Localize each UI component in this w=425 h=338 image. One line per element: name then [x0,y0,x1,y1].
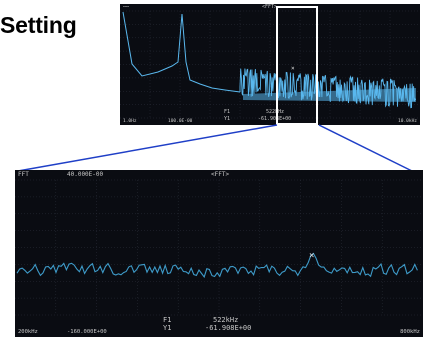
zoom-connector-left [17,124,278,172]
overview-marker-x-icon: × [291,65,295,72]
overview-marker-f-label: F1 [224,109,231,115]
fft-zoom-screen: × FFT 40.000E-00 <FFT> 200kHz -160.000E+… [15,170,423,337]
zoom-marker-y-value: -61.908E+00 [205,324,252,332]
zoom-footer-left: 200kHz [18,328,38,335]
zoom-marker-x-icon: × [309,251,314,261]
zoom-header-ref: 40.000E-00 [67,171,104,178]
overview-trace-low [122,11,241,93]
fft-overview-plot: × [120,10,420,119]
overview-footer-mid: 100.0E-00 [168,118,193,124]
zoom-connector-right [318,124,413,172]
overview-header-mode: <FFT> [262,4,278,10]
overview-marker-y-value: -61.908E+00 [258,116,292,122]
zoom-footer-right: 800kHz [400,328,420,335]
fft-zoom-plot: × [15,179,423,316]
zoom-grid [15,179,423,316]
page-title: Setting [0,12,77,38]
zoom-header-mode: <FFT> [211,171,230,178]
zoom-header-left: FFT [18,171,29,178]
fft-overview-screen: × ⋯⋯ <FFT> 1.0Hz 100.0E-00 10.0kHz F1 Y1… [120,4,420,125]
zoom-marker-y-label: Y1 [163,324,172,332]
overview-grid [120,10,420,119]
overview-header-left: ⋯⋯ [123,4,130,10]
overview-noise-fill [243,88,416,102]
zoom-trace [16,252,418,279]
overview-marker-y-label: Y1 [224,116,231,122]
overview-footer-left: 1.0Hz [123,118,137,124]
zoom-selection-box [276,6,318,125]
overview-footer-right: 10.0kHz [398,118,417,124]
zoom-footer-mid: -160.000E+00 [67,328,107,335]
overview-marker-f-value: 522kHz [266,109,285,115]
zoom-marker-f-value: 522kHz [213,316,239,324]
zoom-marker-f-label: F1 [163,316,172,324]
